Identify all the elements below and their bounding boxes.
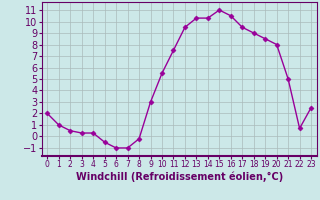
X-axis label: Windchill (Refroidissement éolien,°C): Windchill (Refroidissement éolien,°C) bbox=[76, 172, 283, 182]
